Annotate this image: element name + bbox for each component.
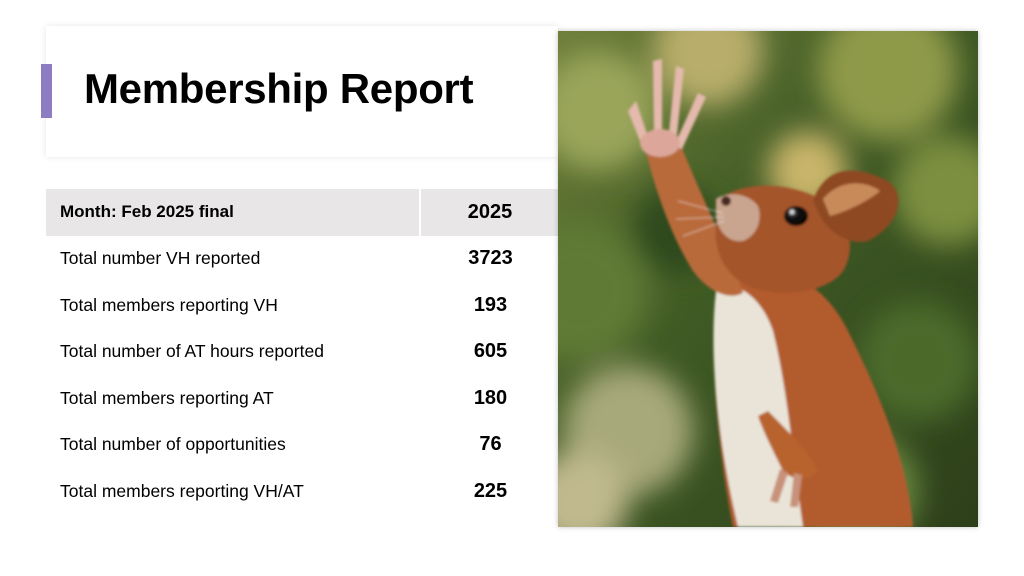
row-label: Total number of AT hours reported (60, 341, 324, 362)
title-accent-bar (41, 64, 52, 118)
table-row: Total members reporting AT 180 (46, 375, 561, 422)
row-label: Total number VH reported (60, 248, 261, 269)
table-header-row: Month: Feb 2025 final 2025 (46, 189, 561, 236)
row-value: 193 (473, 293, 508, 316)
row-label: Total number of opportunities (60, 434, 286, 455)
table-row: Total members reporting VH/AT 225 (46, 468, 561, 515)
table-row: Total number VH reported 3723 (46, 236, 561, 283)
squirrel-photo (558, 31, 978, 527)
row-label: Total members reporting VH (60, 294, 278, 315)
membership-table: Month: Feb 2025 final 2025 Total number … (46, 189, 561, 515)
row-value: 180 (473, 386, 508, 409)
row-value: 605 (473, 340, 508, 363)
page-title: Membership Report (84, 65, 474, 112)
row-label: Total members reporting AT (60, 387, 274, 408)
table-row: Total number of AT hours reported 605 (46, 329, 561, 376)
row-label: Total members reporting VH/AT (60, 480, 304, 501)
title-card (46, 26, 558, 157)
row-value: 76 (479, 433, 502, 456)
row-value: 3723 (468, 247, 513, 270)
header-month-label: Month: Feb 2025 final (46, 189, 421, 236)
table-row: Total number of opportunities 76 (46, 422, 561, 469)
table-row: Total members reporting VH 193 (46, 282, 561, 329)
header-year: 2025 (467, 200, 513, 223)
row-value: 225 (473, 479, 508, 502)
